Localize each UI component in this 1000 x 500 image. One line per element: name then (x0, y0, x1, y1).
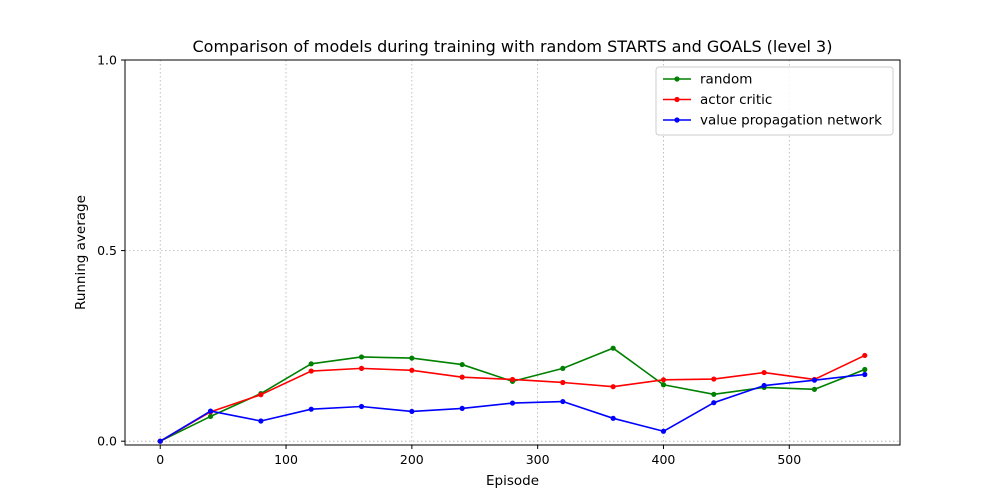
data-point (308, 361, 314, 367)
series-2 (157, 371, 868, 444)
legend-label: value propagation network (700, 113, 882, 129)
data-point (660, 377, 667, 383)
legend-label: random (700, 72, 752, 88)
data-point (560, 379, 566, 386)
data-point (811, 377, 818, 383)
legend-marker (674, 117, 680, 123)
data-point (258, 392, 264, 398)
data-point (862, 352, 868, 359)
x-tick-label: 400 (652, 452, 676, 467)
data-point (711, 391, 717, 397)
data-point (660, 382, 667, 388)
data-point (761, 382, 767, 389)
y-tick-label: 1.0 (97, 53, 117, 68)
data-point (459, 374, 465, 380)
data-point (711, 400, 717, 406)
data-point (509, 400, 516, 406)
data-point (358, 403, 365, 410)
plot-frame (124, 59, 901, 446)
data-point (459, 405, 465, 412)
chart-title: Comparison of models during training wit… (193, 37, 833, 56)
legend-marker (674, 76, 680, 82)
legend-marker (674, 96, 680, 103)
legend: random actor critic value propagation netw… (655, 66, 894, 136)
ticks: 0 100 200 300 400 500 0.0 0.5 1.0 (97, 53, 801, 468)
data-point (862, 366, 868, 373)
legend-box (655, 66, 894, 136)
y-tick-label: 0.0 (97, 434, 117, 449)
data-point (459, 361, 465, 368)
data-point (711, 376, 717, 382)
data-point (157, 438, 163, 444)
series-layer (157, 345, 868, 444)
data-point (811, 386, 818, 392)
x-tick-label: 0 (156, 452, 164, 467)
data-point (358, 354, 365, 360)
data-point (610, 384, 616, 390)
legend-entry: actor critic (663, 92, 772, 108)
data-point (308, 406, 314, 412)
data-point (862, 371, 868, 378)
y-tick-label: 0.5 (97, 243, 117, 258)
data-point (610, 345, 616, 351)
x-tick-label: 200 (400, 452, 424, 467)
data-point (308, 368, 314, 374)
data-point (660, 428, 667, 434)
data-point (560, 365, 566, 371)
data-point (207, 408, 214, 414)
x-tick-label: 500 (777, 452, 801, 467)
x-axis-label: Episode (486, 473, 539, 489)
data-point (610, 415, 616, 421)
data-point (560, 398, 566, 405)
data-point (207, 413, 214, 420)
data-point (409, 408, 415, 415)
legend-entry: random (663, 72, 752, 88)
x-tick-label: 100 (274, 452, 298, 467)
data-point (761, 369, 767, 376)
legend-label: actor critic (700, 92, 772, 108)
data-point (509, 376, 516, 383)
data-point (258, 418, 264, 424)
legend-entry: value propagation network (663, 113, 882, 129)
data-point (409, 367, 415, 373)
data-point (409, 355, 415, 361)
y-axis-label: Running average (73, 195, 89, 310)
x-tick-label: 300 (526, 452, 550, 467)
data-point (358, 365, 365, 371)
